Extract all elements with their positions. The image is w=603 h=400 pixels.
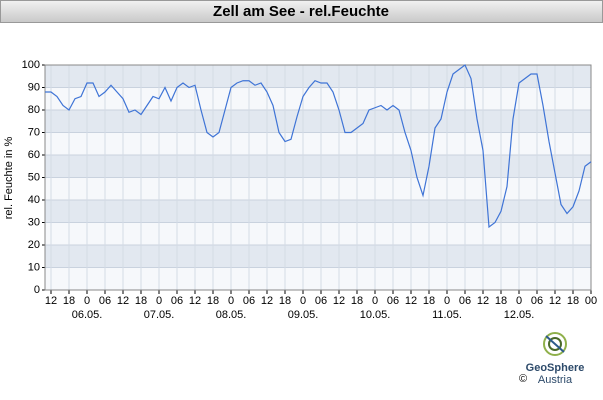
y-tick-label: 50 xyxy=(28,171,40,183)
x-tick-label: 0 xyxy=(228,295,234,307)
y-axis-label: rel. Feuchte in % xyxy=(3,137,15,220)
x-tick-label: 12 xyxy=(45,295,57,307)
x-tick-label: 18 xyxy=(423,295,435,307)
x-date-label: 09.05. xyxy=(288,309,319,321)
x-tick-label: 18 xyxy=(279,295,291,307)
x-tick-label: 00 xyxy=(585,295,597,307)
x-tick-label: 06 xyxy=(315,295,327,307)
y-tick-label: 10 xyxy=(28,261,40,273)
x-tick-label: 06 xyxy=(171,295,183,307)
x-date-label: 10.05. xyxy=(360,309,391,321)
x-tick-label: 18 xyxy=(567,295,579,307)
x-tick-label: 0 xyxy=(516,295,522,307)
x-tick-label: 12 xyxy=(189,295,201,307)
x-tick-label: 18 xyxy=(135,295,147,307)
x-tick-label: 18 xyxy=(207,295,219,307)
x-tick-label: 18 xyxy=(63,295,75,307)
y-tick-label: 0 xyxy=(34,284,40,296)
x-tick-label: 12 xyxy=(261,295,273,307)
chart-title: Zell am See - rel.Feuchte xyxy=(213,3,389,20)
x-tick-label: 18 xyxy=(351,295,363,307)
grid-band xyxy=(45,200,591,223)
copyright: © xyxy=(519,373,527,385)
y-tick-label: 60 xyxy=(28,149,40,161)
x-tick-label: 06 xyxy=(243,295,255,307)
y-tick-label: 100 xyxy=(22,59,40,71)
x-tick-label: 0 xyxy=(84,295,90,307)
x-tick-label: 06 xyxy=(387,295,399,307)
grid-band xyxy=(45,65,591,88)
x-date-label: 12.05. xyxy=(504,309,535,321)
x-tick-label: 12 xyxy=(549,295,561,307)
x-tick-label: 0 xyxy=(372,295,378,307)
x-tick-label: 12 xyxy=(477,295,489,307)
y-tick-label: 40 xyxy=(28,194,40,206)
grid-band xyxy=(45,245,591,268)
y-tick-label: 70 xyxy=(28,126,40,138)
data-line xyxy=(45,64,592,229)
y-tick-label: 80 xyxy=(28,104,40,116)
plot-border xyxy=(44,64,592,291)
x-tick-label: 12 xyxy=(405,295,417,307)
y-tick-label: 20 xyxy=(28,239,40,251)
logo-name: GeoSphere xyxy=(526,362,585,374)
y-tick-label: 90 xyxy=(28,81,40,93)
x-tick-label: 18 xyxy=(495,295,507,307)
x-tick-label: 06 xyxy=(459,295,471,307)
y-tick-label: 30 xyxy=(28,216,40,228)
grid-band xyxy=(45,155,591,178)
x-date-label: 11.05. xyxy=(432,309,462,321)
x-tick-label: 06 xyxy=(531,295,543,307)
x-tick-label: 0 xyxy=(300,295,306,307)
x-date-label: 07.05. xyxy=(144,309,175,321)
logo-sub: Austria xyxy=(538,374,573,386)
x-tick-label: 12 xyxy=(333,295,345,307)
x-tick-label: 0 xyxy=(444,295,450,307)
x-date-label: 08.05. xyxy=(216,309,247,321)
x-date-label: 06.05. xyxy=(72,309,103,321)
x-tick-label: 0 xyxy=(156,295,162,307)
x-tick-label: 12 xyxy=(117,295,129,307)
x-tick-label: 06 xyxy=(99,295,111,307)
logo: GeoSphere Austria © xyxy=(519,332,585,386)
grid-band xyxy=(45,110,591,133)
